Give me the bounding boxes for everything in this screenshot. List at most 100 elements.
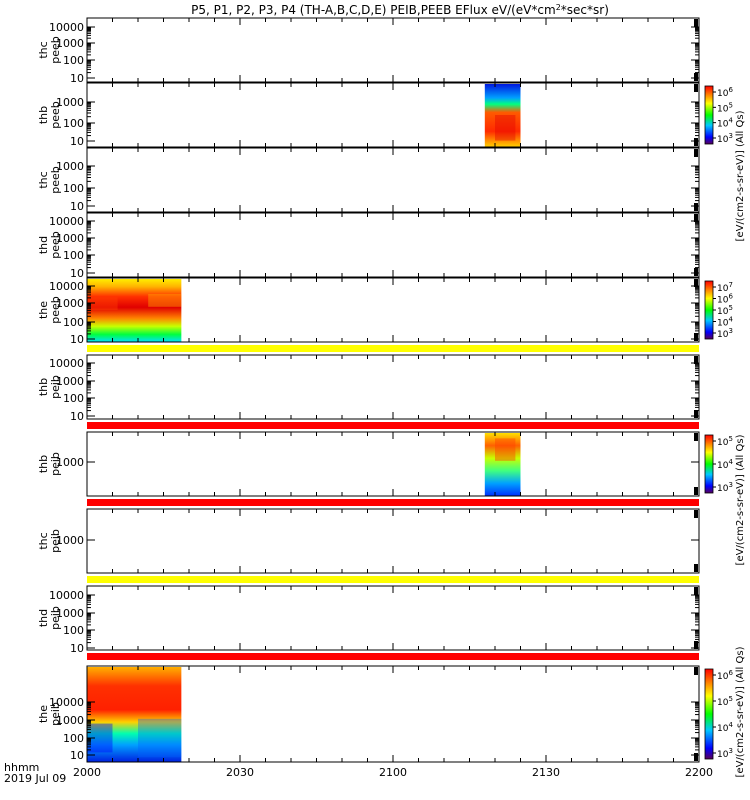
x-tick-label: 2100 <box>379 766 407 779</box>
panel-label-probe: thb <box>37 455 50 473</box>
panel-label: thbpeib <box>37 452 62 476</box>
colorbar-tick-label: 107 <box>717 281 733 294</box>
time-label: hhmm <box>4 761 39 774</box>
panel-label-product: peeb <box>49 36 62 64</box>
edge-mark <box>694 203 698 211</box>
colorbar-tick-label: 106 <box>717 86 733 99</box>
y-tick-label: 100 <box>63 54 84 67</box>
colorbar-tick-label: 104 <box>717 721 733 734</box>
y-tick-label: 1000 <box>56 37 84 50</box>
status-bar <box>87 422 699 429</box>
y-tick-label: 10000 <box>49 21 84 34</box>
y-tick-label: 1000 <box>56 232 84 245</box>
colorbar-tick-exp: 4 <box>728 316 733 324</box>
colorbar-tick-exp: 3 <box>728 747 732 755</box>
colorbar-tick-exp: 3 <box>728 481 732 489</box>
heatmap-block <box>484 84 521 147</box>
colorbar <box>704 434 714 494</box>
colorbar-tick-exp: 3 <box>728 132 732 140</box>
edge-mark <box>694 19 698 27</box>
panel-stack: thcpeeb10100100010000thbpeeb101001000103… <box>37 17 733 779</box>
panel-frame <box>86 212 700 278</box>
colorbar-tick-exp: 6 <box>728 669 733 677</box>
y-tick-label: 10 <box>70 333 84 346</box>
y-tick-label: 100 <box>63 392 84 405</box>
panel-label: thcpeeb <box>37 166 62 194</box>
colorbar-tick-base: 10 <box>717 724 729 734</box>
panel-label-product: peeb <box>49 166 62 194</box>
figure-title: P5, P1, P2, P3, P4 (TH-A,B,C,D,E) PEIB,P… <box>191 3 609 17</box>
edge-mark <box>694 753 698 761</box>
panel-label: thbpeeb <box>37 101 62 129</box>
heatmap-block <box>484 433 521 496</box>
panel-label-probe: thd <box>37 236 50 254</box>
panel-label-probe: thd <box>37 609 50 627</box>
colorbar-tick-exp: 6 <box>728 86 733 94</box>
x-tick-label: 2130 <box>532 766 560 779</box>
heatmap-block <box>87 279 182 342</box>
colorbar-tick-label: 103 <box>717 327 733 340</box>
colorbar-tick-label: 104 <box>717 117 733 130</box>
colorbar-tick-exp: 4 <box>728 721 733 729</box>
colorbar-tick-exp: 5 <box>728 101 732 109</box>
colorbar-tick-base: 10 <box>717 461 729 471</box>
heatmap-texture <box>87 297 118 310</box>
y-tick-label: 100 <box>63 316 84 329</box>
panel-frame <box>86 82 700 148</box>
colorbar-tick-base: 10 <box>717 89 729 99</box>
panel-label-probe: thb <box>37 106 50 124</box>
colorbar-label-bottom: [eV/(cm2-s-sr-eV)] (All Qs) <box>735 646 746 777</box>
edge-mark <box>694 268 698 276</box>
y-tick-label: 10 <box>70 72 84 85</box>
colorbar-tick-label: 106 <box>717 293 733 306</box>
colorbar-label-top: [eV/(cm2-s-sr-eV)] (All Qs) <box>735 110 746 241</box>
y-tick-label: 1000 <box>56 456 84 469</box>
colorbar-tick-exp: 6 <box>728 293 733 301</box>
edge-mark <box>694 564 698 572</box>
y-tick-label: 10000 <box>49 280 84 293</box>
colorbar-tick-exp: 7 <box>728 281 732 289</box>
edge-mark <box>694 138 698 146</box>
y-tick-label: 1000 <box>56 297 84 310</box>
y-tick-label: 100 <box>63 624 84 637</box>
y-tick-label: 10000 <box>49 357 84 370</box>
y-tick-label: 10 <box>70 267 84 280</box>
panel-label: thdpeeb <box>37 231 62 259</box>
edge-mark <box>694 510 698 518</box>
y-tick-label: 1000 <box>56 534 84 547</box>
colorbar-tick-base: 10 <box>717 319 729 329</box>
x-tick-label: 2200 <box>685 766 713 779</box>
y-tick-label: 10000 <box>49 215 84 228</box>
edge-mark <box>694 84 698 92</box>
y-tick-label: 100 <box>63 182 84 195</box>
x-tick-label: 2000 <box>73 766 101 779</box>
heatmap-block <box>87 667 182 762</box>
edge-mark <box>694 641 698 649</box>
colorbar-tick-label: 103 <box>717 481 733 494</box>
y-tick-label: 10 <box>70 200 84 213</box>
y-tick-label: 10000 <box>49 589 84 602</box>
y-tick-label: 10 <box>70 642 84 655</box>
panel-label-product: peeb <box>49 101 62 129</box>
colorbar-tick-exp: 5 <box>728 695 732 703</box>
colorbar-tick-label: 104 <box>717 458 733 471</box>
panel-label-product: peib <box>49 702 62 726</box>
colorbar-tick-label: 105 <box>717 695 733 708</box>
y-tick-label: 10 <box>70 749 84 762</box>
colorbar <box>704 85 714 145</box>
y-tick-label: 100 <box>63 117 84 130</box>
y-tick-label: 1000 <box>56 160 84 173</box>
y-tick-label: 10000 <box>49 696 84 709</box>
panel-label-probe: the <box>37 301 50 319</box>
panel-label-product: peib <box>49 606 62 630</box>
panel-label-product: peib <box>49 375 62 399</box>
colorbar-tick-exp: 4 <box>728 458 733 466</box>
heatmap-texture <box>138 718 182 758</box>
edge-mark <box>694 587 698 595</box>
y-tick-label: 1000 <box>56 96 84 109</box>
edge-mark <box>694 433 698 441</box>
panel-frame <box>86 17 700 83</box>
x-tick-label: 2030 <box>226 766 254 779</box>
edge-mark <box>694 214 698 222</box>
